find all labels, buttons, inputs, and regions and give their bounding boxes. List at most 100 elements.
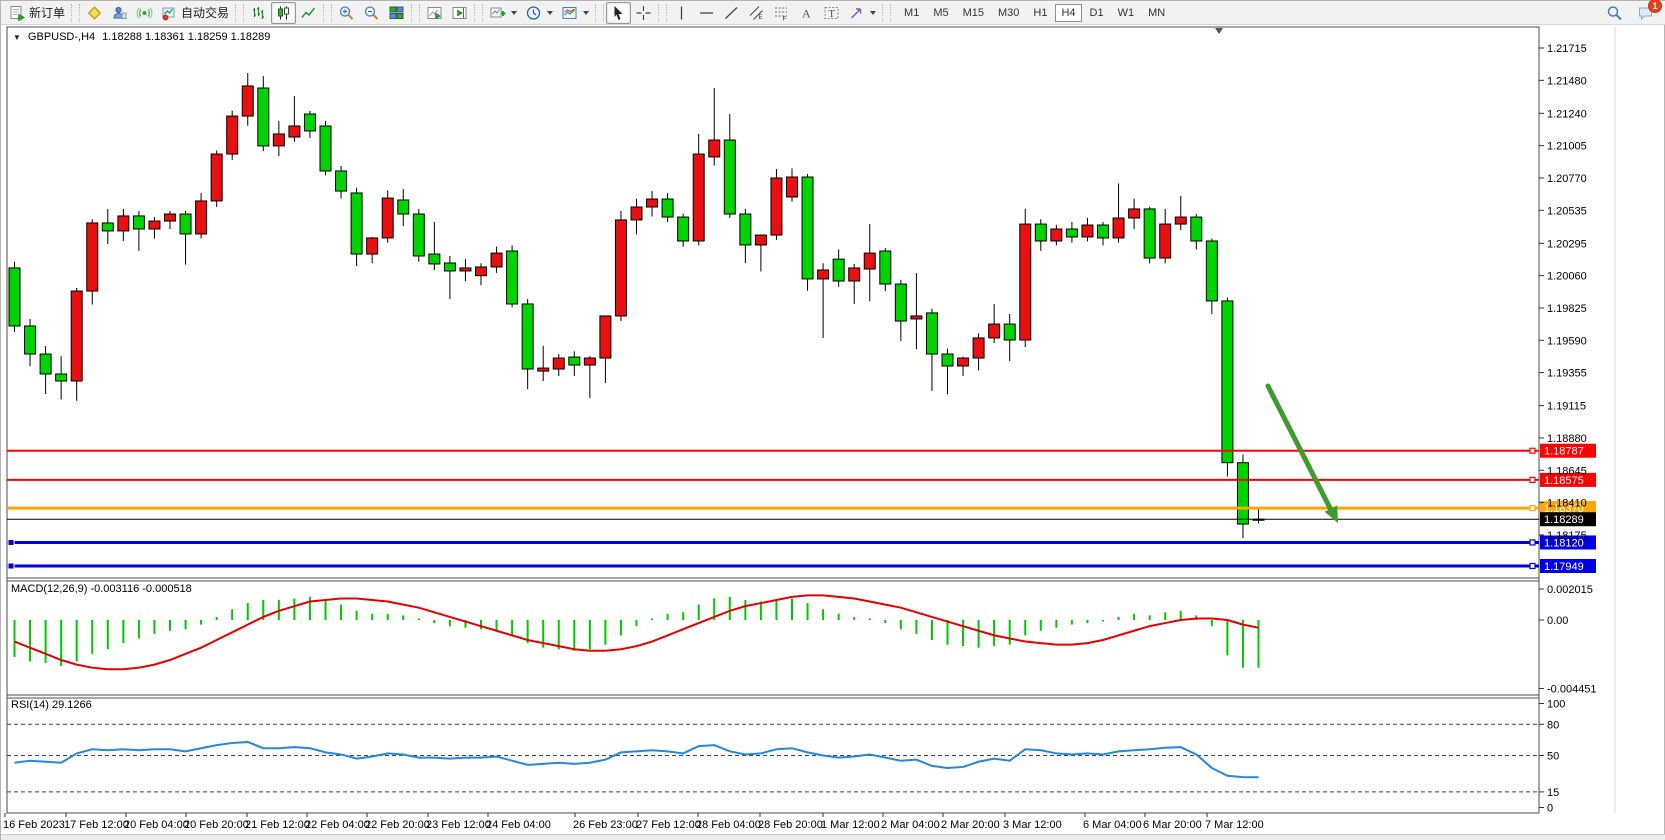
trend-arrow[interactable] bbox=[1265, 383, 1338, 523]
market-watch-button[interactable] bbox=[82, 2, 107, 24]
time-tick-label: 1 Mar 12:00 bbox=[821, 819, 880, 831]
chat-button[interactable]: 1 bbox=[1633, 0, 1662, 24]
profile-icon bbox=[113, 6, 127, 19]
time-tick-label: 6 Mar 20:00 bbox=[1143, 819, 1202, 831]
trendline-tool-button[interactable] bbox=[719, 2, 744, 24]
time-tick-label: 20 Feb 04:00 bbox=[124, 819, 189, 831]
svg-text:F: F bbox=[783, 15, 787, 21]
time-tick-label: 2 Mar 04:00 bbox=[881, 819, 940, 831]
signals-button[interactable] bbox=[132, 2, 157, 24]
text-tool-button[interactable]: A bbox=[794, 2, 819, 24]
search-icon bbox=[1607, 5, 1622, 20]
price-tick-label: 1.18175 bbox=[1547, 530, 1587, 542]
text-label-icon: T bbox=[824, 6, 839, 20]
horizontal-line-icon bbox=[700, 11, 714, 14]
chevron-down-icon bbox=[870, 10, 877, 15]
line-chart-mode-button[interactable] bbox=[296, 2, 321, 24]
time-axis[interactable]: 16 Feb 2023 17 Feb 12:0020 Feb 04:0020 Fe… bbox=[3, 813, 1264, 831]
profile-button[interactable] bbox=[107, 2, 132, 24]
time-tick-label: 6 Mar 04:00 bbox=[1083, 819, 1142, 831]
rsi-indicator: 100 80 50 15 0 bbox=[7, 699, 1565, 815]
time-tick-label: 23 Feb 12:00 bbox=[426, 819, 491, 831]
toolbar-grip bbox=[658, 3, 668, 22]
toolbar-grip bbox=[235, 3, 245, 22]
zoom-in-button[interactable] bbox=[334, 2, 359, 24]
price-tick-label: 1.19355 bbox=[1547, 368, 1587, 380]
arrows-icon bbox=[851, 7, 862, 18]
tile-windows-icon bbox=[389, 6, 404, 19]
svg-text:0.002015: 0.002015 bbox=[1547, 584, 1593, 596]
timeframe-button-H4[interactable]: H4 bbox=[1055, 3, 1082, 22]
arrows-tool-button[interactable] bbox=[844, 2, 880, 24]
text-label-tool-button[interactable]: T bbox=[819, 2, 844, 24]
bar-chart-mode-button[interactable] bbox=[246, 2, 271, 24]
vertical-line-tool-button[interactable] bbox=[669, 2, 694, 24]
channel-tool-button[interactable]: E bbox=[744, 2, 769, 24]
bar-chart-icon bbox=[253, 6, 265, 19]
new-order-label: 新订单 bbox=[29, 6, 66, 20]
chevron-down-icon bbox=[547, 10, 554, 15]
hline-1.18575[interactable]: 1.18575 bbox=[7, 472, 1596, 487]
timeframe-button-H1[interactable]: H1 bbox=[1027, 4, 1053, 22]
crosshair-tool-button[interactable] bbox=[631, 2, 656, 24]
svg-text:80: 80 bbox=[1547, 719, 1559, 731]
fibonacci-icon: F bbox=[775, 7, 788, 21]
ohlc-values: 1.18288 1.18361 1.18259 1.18289 bbox=[102, 31, 271, 43]
auto-scroll-button[interactable] bbox=[422, 2, 447, 24]
horizontal-line-tool-button[interactable] bbox=[694, 2, 719, 24]
timeframe-button-M15[interactable]: M15 bbox=[957, 4, 990, 22]
search-button[interactable] bbox=[1602, 2, 1627, 24]
hline-1.17949[interactable]: 1.17949 bbox=[7, 558, 1596, 573]
hline-1.18787[interactable]: 1.18787 bbox=[7, 443, 1596, 458]
toolbar-grip bbox=[882, 3, 892, 22]
fibonacci-tool-button[interactable]: F bbox=[769, 2, 794, 24]
chart-shift-icon bbox=[452, 6, 467, 19]
autotrading-button[interactable]: 自动交易 bbox=[157, 1, 233, 24]
template-button[interactable] bbox=[557, 2, 593, 24]
timeframe-button-M5[interactable]: M5 bbox=[927, 4, 954, 22]
svg-text:1.18120: 1.18120 bbox=[1544, 537, 1584, 549]
timeframe-toolbar: M1 M5 M15 M30 H1 H4 D1 W1 MN bbox=[897, 3, 1172, 22]
timeframe-button-W1[interactable]: W1 bbox=[1112, 4, 1141, 22]
price-axis[interactable]: 1.21715 1.21480 1.21240 1.21005 1.20770 1.205… bbox=[1539, 43, 1587, 542]
shift-marker[interactable] bbox=[1215, 28, 1223, 34]
chevron-down-icon bbox=[583, 10, 590, 15]
hline-1.18120[interactable]: 1.18120 bbox=[7, 535, 1596, 550]
time-tick-label: 16 Feb 2023 bbox=[3, 819, 65, 831]
hline-1.18370[interactable]: 1.18370 bbox=[7, 501, 1596, 516]
price-tick-label: 1.19115 bbox=[1547, 401, 1586, 413]
price-tick-label: 1.21240 bbox=[1547, 108, 1587, 120]
tile-windows-button[interactable] bbox=[384, 2, 409, 24]
hline-1.18289[interactable]: 1.18289 bbox=[7, 512, 1596, 527]
toolbar-grip bbox=[595, 3, 605, 22]
new-chart-button[interactable] bbox=[485, 2, 521, 24]
timeframe-button-M1[interactable]: M1 bbox=[898, 4, 925, 22]
zoom-out-icon bbox=[364, 5, 379, 20]
svg-text:100: 100 bbox=[1547, 699, 1565, 711]
price-tick-label: 1.18410 bbox=[1547, 498, 1587, 510]
collapse-triangle-icon[interactable]: ▼ bbox=[13, 32, 21, 42]
zoom-out-button[interactable] bbox=[359, 2, 384, 24]
svg-text:1.18370: 1.18370 bbox=[1544, 503, 1584, 515]
cursor-icon bbox=[614, 5, 623, 20]
candlestick-mode-button[interactable] bbox=[271, 1, 297, 24]
time-tick-label: 7 Mar 12:00 bbox=[1205, 819, 1264, 831]
timeframe-button-D1[interactable]: D1 bbox=[1084, 4, 1110, 22]
cursor-tool-button[interactable] bbox=[606, 1, 632, 24]
timeframe-button-M30[interactable]: M30 bbox=[992, 4, 1025, 22]
svg-text:1.17949: 1.17949 bbox=[1544, 561, 1584, 573]
chart-template-icon bbox=[562, 6, 577, 19]
zoom-in-icon bbox=[339, 5, 354, 20]
svg-text:-0.004451: -0.004451 bbox=[1547, 683, 1597, 695]
price-tick-label: 1.18645 bbox=[1547, 465, 1587, 477]
svg-text:15: 15 bbox=[1547, 787, 1559, 799]
period-button[interactable] bbox=[521, 2, 557, 24]
chart-shift-button[interactable] bbox=[447, 2, 472, 24]
timeframe-button-MN[interactable]: MN bbox=[1142, 4, 1171, 22]
vertical-line-icon bbox=[680, 6, 683, 19]
svg-text:E: E bbox=[759, 15, 763, 21]
new-order-button[interactable]: 新订单 bbox=[5, 1, 69, 24]
